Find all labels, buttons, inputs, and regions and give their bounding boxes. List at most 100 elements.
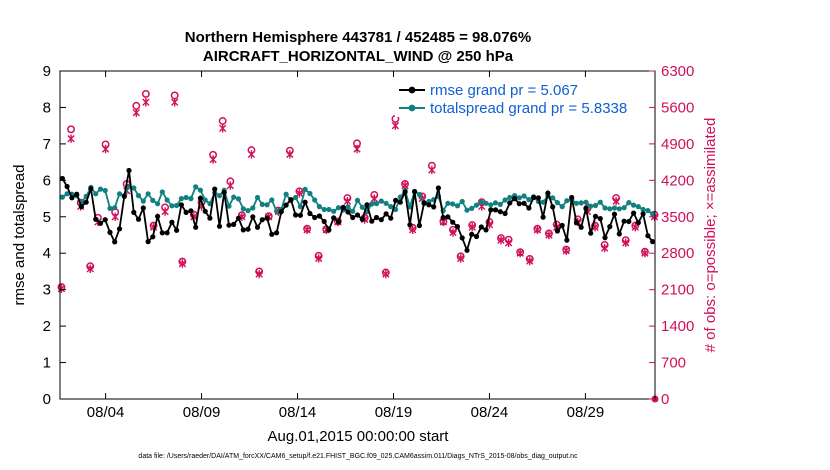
spread-point bbox=[350, 208, 356, 214]
rmse-point bbox=[583, 205, 589, 211]
rmse-point bbox=[416, 222, 422, 229]
spread-point bbox=[202, 197, 208, 203]
spread-point bbox=[112, 205, 118, 211]
spread-point bbox=[416, 191, 422, 198]
spread-point bbox=[578, 200, 584, 206]
spread-point bbox=[193, 184, 199, 190]
spread-point bbox=[359, 204, 365, 210]
rmse-point bbox=[83, 199, 89, 205]
rmse-point bbox=[426, 202, 432, 208]
spread-point bbox=[335, 205, 342, 211]
y-left-tick-label: 6 bbox=[43, 172, 51, 189]
rmse-point bbox=[164, 230, 170, 236]
spread-point bbox=[274, 208, 280, 214]
rmse-point bbox=[140, 205, 146, 211]
spread-point bbox=[597, 199, 603, 205]
rmse-point bbox=[269, 231, 275, 237]
obs-assimilated-marker bbox=[132, 108, 140, 117]
spread-point bbox=[97, 186, 104, 192]
spread-point bbox=[607, 206, 613, 212]
obs-assimilated-marker bbox=[562, 246, 570, 255]
y-left-tick-label: 0 bbox=[43, 391, 51, 408]
rmse-point bbox=[373, 214, 380, 221]
rmse-point bbox=[469, 231, 475, 237]
rmse-point bbox=[631, 210, 637, 216]
spread-point bbox=[369, 201, 375, 207]
rmse-point bbox=[364, 202, 370, 208]
spread-point bbox=[492, 200, 499, 206]
spread-point bbox=[635, 204, 641, 210]
rmse-point bbox=[645, 233, 651, 239]
rmse-point bbox=[450, 219, 456, 225]
spread-point bbox=[550, 195, 556, 201]
spread-point bbox=[331, 208, 337, 214]
spread-point bbox=[226, 203, 232, 209]
rmse-point bbox=[526, 205, 532, 211]
obs-assimilated-marker bbox=[382, 269, 390, 279]
obs-assimilated-marker bbox=[101, 144, 110, 154]
rmse-point bbox=[331, 215, 337, 221]
y-axis-left-label: rmse and totalspread bbox=[11, 165, 28, 306]
y-right-tick-label: 2100 bbox=[661, 282, 694, 299]
obs-assimilated-marker bbox=[286, 150, 294, 159]
spread-point bbox=[459, 198, 465, 205]
spread-point bbox=[488, 202, 494, 208]
spread-point bbox=[588, 203, 594, 209]
rmse-point bbox=[635, 220, 641, 226]
rmse-point bbox=[616, 231, 622, 237]
spread-point bbox=[269, 197, 275, 203]
spread-point bbox=[188, 196, 194, 202]
rmse-point bbox=[78, 204, 84, 210]
spread-point bbox=[502, 197, 508, 203]
rmse-point bbox=[650, 239, 656, 245]
rmse-point bbox=[312, 214, 318, 221]
obs-assimilated-marker bbox=[391, 121, 400, 130]
spread-point bbox=[283, 191, 289, 197]
obs-assimilated-marker bbox=[516, 249, 524, 258]
obs-assimilated-marker bbox=[161, 207, 169, 216]
spread-point bbox=[159, 189, 165, 195]
rmse-point bbox=[74, 191, 80, 197]
obs-possible-marker bbox=[141, 89, 150, 98]
spread-point bbox=[145, 191, 151, 197]
legend-rmse-label: rmse grand pr = 5.067 bbox=[430, 82, 578, 99]
rmse-point bbox=[307, 210, 313, 217]
obs-assimilated-marker bbox=[86, 264, 94, 274]
y-left-tick-label: 7 bbox=[43, 136, 51, 153]
y-right-tick-label: 4200 bbox=[661, 172, 694, 189]
rmse-point bbox=[345, 209, 351, 215]
x-tick-label: 08/19 bbox=[375, 404, 413, 421]
y-axis-right-ticks: 0 700 1400 2100 2800 3500 4200 4900 5600 6300 bbox=[649, 63, 694, 408]
spread-point bbox=[155, 201, 161, 207]
spread-point bbox=[312, 197, 318, 203]
y-left-tick-label: 1 bbox=[43, 355, 51, 372]
rmse-point bbox=[135, 216, 142, 222]
rmse-point bbox=[354, 212, 361, 218]
obs-assimilated-marker bbox=[456, 254, 465, 263]
rmse-point bbox=[150, 234, 156, 240]
series-layer bbox=[59, 167, 656, 254]
x-tick-label: 08/29 bbox=[567, 404, 605, 421]
rmse-point bbox=[393, 197, 399, 203]
rmse-point bbox=[611, 211, 618, 217]
rmse-point bbox=[231, 221, 237, 227]
spread-point bbox=[626, 200, 632, 206]
rmse-point bbox=[207, 215, 213, 221]
chart-title-line1: Northern Hemisphere 443781 / 452485 = 98… bbox=[185, 29, 531, 46]
rmse-point bbox=[621, 218, 627, 224]
spread-point bbox=[469, 205, 475, 211]
rmse-point bbox=[212, 186, 218, 192]
y-right-tick-label: 4900 bbox=[661, 136, 694, 153]
spread-point bbox=[64, 191, 70, 197]
rmse-point bbox=[155, 213, 161, 219]
spread-point bbox=[183, 194, 189, 201]
spread-point bbox=[631, 202, 637, 208]
rmse-point bbox=[145, 239, 151, 245]
obs-assimilated-marker bbox=[218, 124, 227, 133]
rmse-point bbox=[326, 227, 332, 233]
spread-point bbox=[640, 206, 646, 213]
obs-assimilated-marker bbox=[57, 284, 66, 293]
rmse-point bbox=[511, 196, 518, 202]
rmse-point bbox=[550, 204, 556, 210]
obs-assimilated-marker bbox=[641, 249, 649, 258]
